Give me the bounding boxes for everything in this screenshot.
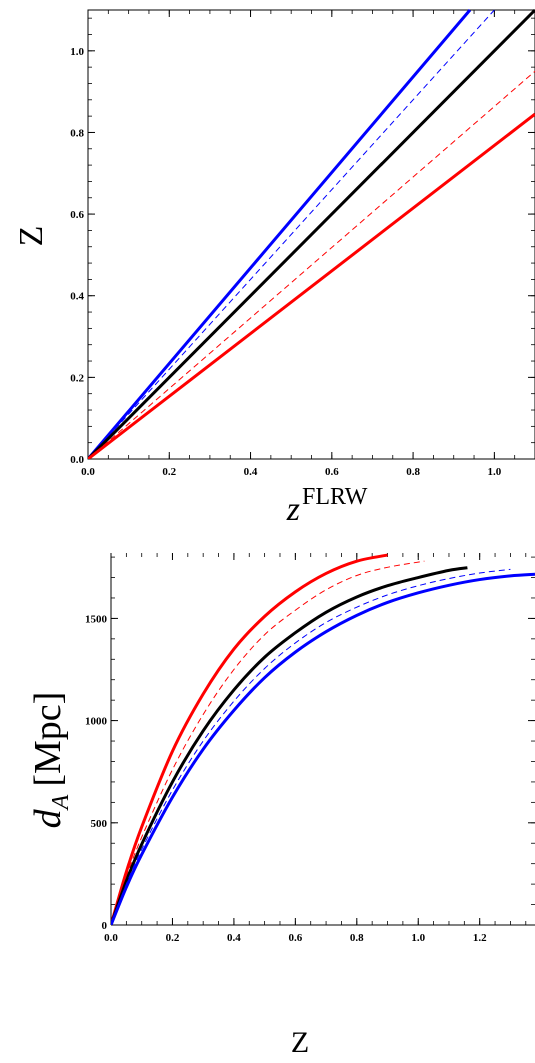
series-line-3 (88, 70, 535, 459)
top-panel: 0.0 0.2 0.4 0.6 0.8 1.0 0.0 0.2 0.4 0.6 0.8 1.0 z F… (13, 8, 535, 528)
bottom-panel: 0.0 0.2 0.4 0.6 0.8 1.0 1.2 0 500 1000 1500 Z dA [M… (27, 553, 535, 1059)
series-line-0 (111, 553, 388, 925)
x-tick-label: 0.6 (288, 932, 302, 944)
bottom-series (111, 553, 535, 925)
bottom-ticks: 0.0 0.2 0.4 0.6 0.8 1.0 1.2 0 500 1000 1500 (85, 553, 535, 944)
y-tick-label: 1500 (85, 613, 108, 625)
top-y-axis-title: Z (13, 226, 50, 247)
bottom-y-axis-title: dA [Mpc] (27, 692, 74, 829)
series-line-2 (88, 8, 535, 459)
series-line-0 (88, 9, 472, 459)
top-ticks: 0.0 0.2 0.4 0.6 0.8 1.0 0.0 0.2 0.4 0.6 0.8 1.0 (70, 10, 535, 478)
series-line-1 (88, 9, 495, 459)
y-tick-label: 0.0 (70, 454, 84, 466)
y-axis-subscript: A (48, 794, 74, 811)
x-tick-label: 0.2 (166, 932, 180, 944)
y-axis-unit: [Mpc] (27, 692, 69, 787)
x-tick-label: 0.4 (244, 466, 258, 478)
top-x-axis-title-superscript: FLRW (302, 484, 368, 510)
svg-text:dA[Mpc]: dA [Mpc] (27, 692, 74, 829)
x-tick-label: 1.2 (473, 932, 487, 944)
x-tick-label: 0.2 (162, 466, 176, 478)
x-tick-label: 1.0 (411, 932, 425, 944)
series-line-3 (111, 568, 511, 925)
x-tick-label: 0.8 (350, 932, 364, 944)
x-tick-label: 0.4 (227, 932, 241, 944)
y-axis-symbol: d (27, 808, 69, 828)
bottom-x-axis-title: Z (291, 1026, 309, 1059)
top-series (88, 8, 535, 459)
y-tick-label: 0.4 (70, 291, 84, 303)
y-tick-label: 1.0 (70, 46, 84, 58)
series-line-4 (88, 112, 535, 459)
series-line-1 (111, 560, 425, 925)
y-tick-label: 0.2 (70, 372, 84, 384)
x-tick-label: 0.0 (104, 932, 118, 944)
x-tick-label: 0.0 (81, 466, 95, 478)
y-tick-label: 0.8 (70, 127, 84, 139)
x-tick-label: 0.6 (325, 466, 339, 478)
y-tick-label: 1000 (85, 716, 108, 728)
x-tick-label: 1.0 (487, 466, 501, 478)
y-tick-label: 0.6 (70, 209, 84, 221)
series-line-4 (111, 572, 535, 925)
y-tick-label: 0 (102, 920, 108, 932)
series-line-2 (111, 566, 468, 925)
bottom-plot-frame (110, 553, 535, 926)
y-tick-label: 500 (91, 818, 108, 830)
x-tick-label: 0.8 (406, 466, 420, 478)
top-x-axis-title: z (286, 491, 300, 528)
